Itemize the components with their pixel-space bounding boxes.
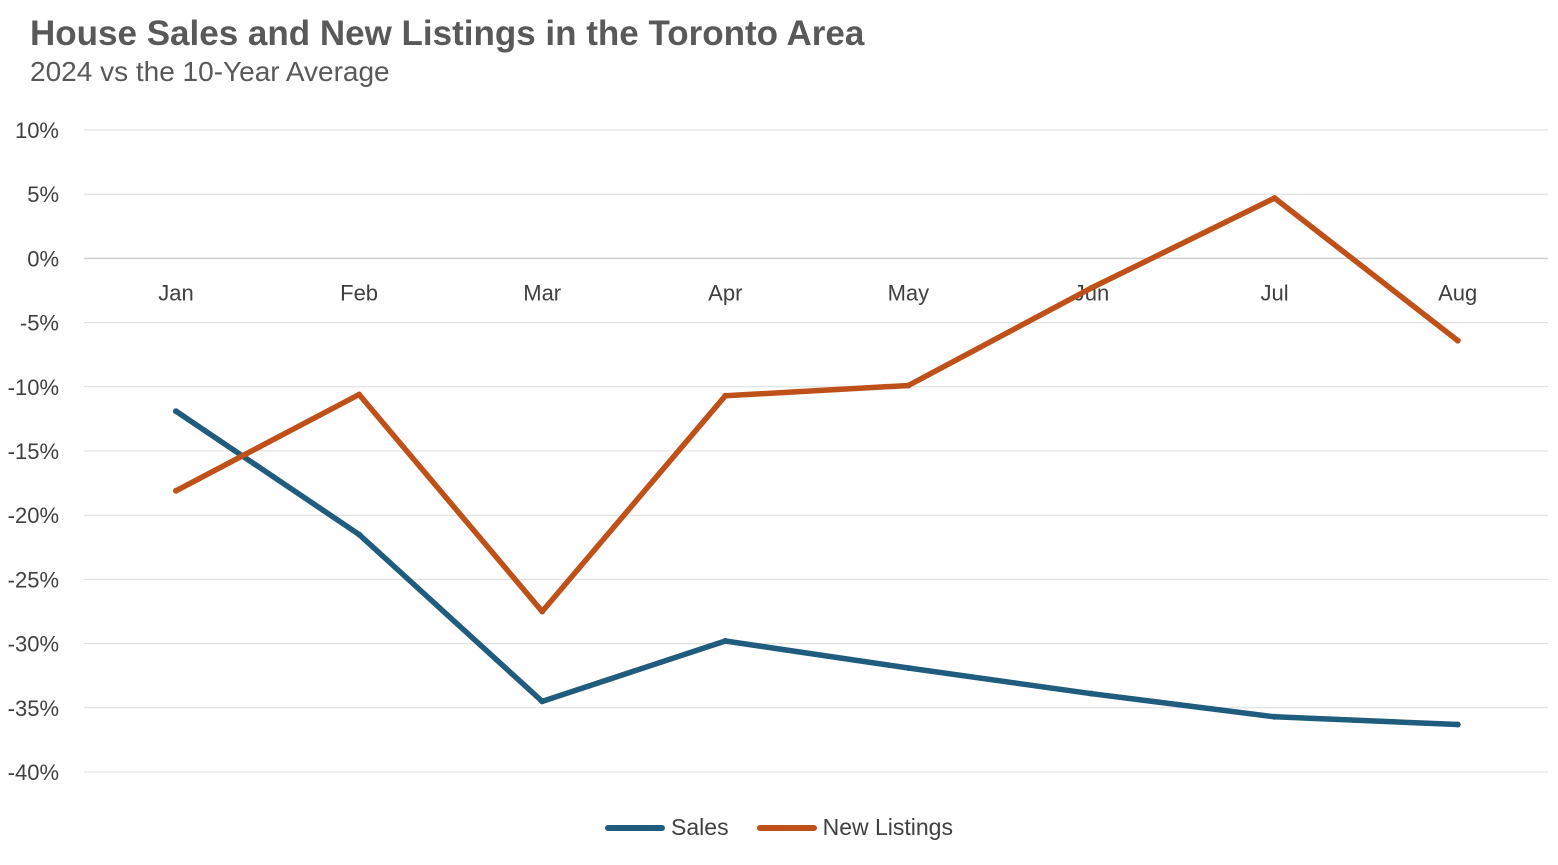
legend: Sales New Listings [0,814,1558,841]
x-tick-label: Jan [158,280,193,305]
y-tick-label: 5% [27,182,59,207]
chart-subtitle: 2024 vs the 10-Year Average [30,56,390,87]
legend-label-sales: Sales [671,814,729,840]
data-point-new-listings[interactable] [1088,284,1095,291]
data-point-new-listings[interactable] [356,391,363,398]
x-axis-tick-labels: Jan Feb Mar Apr May Jun Jul Aug [158,280,1477,305]
legend-item-sales[interactable]: Sales [605,814,729,841]
x-tick-label: Aug [1438,280,1477,305]
data-point-sales[interactable] [1454,721,1461,728]
y-tick-label: -20% [8,503,59,528]
legend-label-new-listings: New Listings [822,814,953,840]
data-point-new-listings[interactable] [1271,195,1278,202]
y-tick-label: 10% [15,118,59,143]
data-point-sales[interactable] [356,531,363,538]
series-line-sales[interactable] [173,408,1461,728]
x-tick-label: Jul [1261,280,1289,305]
x-tick-label: Apr [708,280,742,305]
y-axis-tick-labels: 10% 5% 0% -5% -10% -15% -20% -25% -30% -35% -40% [8,118,59,785]
data-point-sales[interactable] [1088,690,1095,697]
y-tick-label: -15% [8,439,59,464]
data-point-sales[interactable] [722,638,729,645]
y-tick-label: -25% [8,567,59,592]
data-point-sales[interactable] [905,664,912,671]
chart-title: House Sales and New Listings in the Toro… [30,14,865,53]
y-tick-label: -40% [8,760,59,785]
gridlines [84,129,1548,773]
data-point-new-listings[interactable] [539,608,546,615]
data-point-sales[interactable] [1271,713,1278,720]
data-point-new-listings[interactable] [905,382,912,389]
y-tick-label: -10% [8,375,59,400]
data-point-sales[interactable] [539,698,546,705]
series-line-new-listings[interactable] [173,195,1461,615]
y-tick-label: -5% [20,311,59,336]
y-tick-label: -35% [8,696,59,721]
data-point-new-listings[interactable] [1454,337,1461,344]
series-lines [173,195,1461,728]
legend-swatch-sales [605,824,666,831]
x-tick-label: Mar [523,280,561,305]
data-point-new-listings[interactable] [173,487,179,494]
data-point-new-listings[interactable] [722,392,729,399]
y-tick-label: 0% [27,246,59,271]
y-tick-label: -30% [8,632,59,657]
legend-swatch-new-listings [756,824,817,831]
x-tick-label: Feb [340,280,378,305]
data-point-sales[interactable] [173,408,179,415]
x-tick-label: May [888,280,930,305]
legend-item-new-listings[interactable]: New Listings [756,814,953,841]
